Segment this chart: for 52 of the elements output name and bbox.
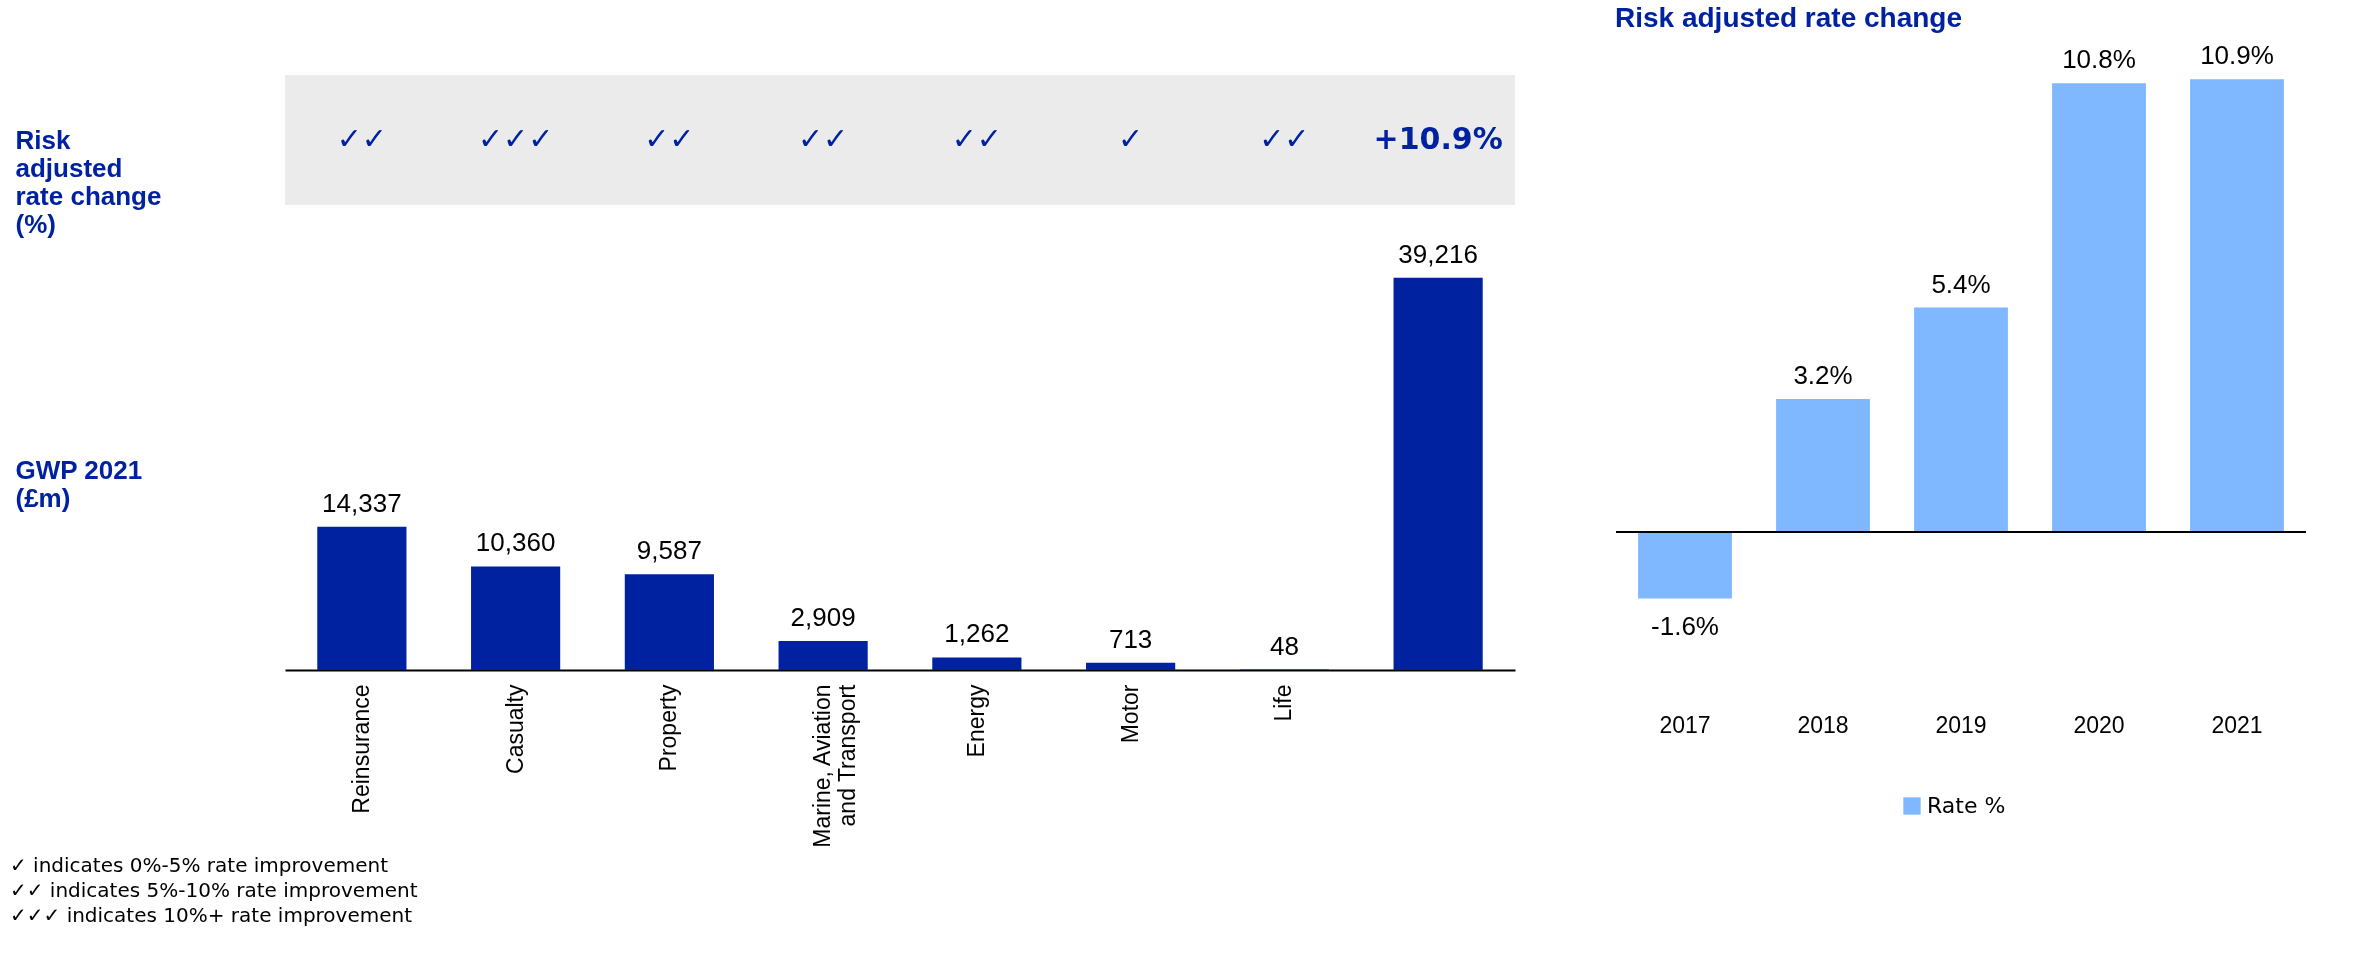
text: ✓✓ <box>1259 121 1310 156</box>
x-tick-label: 2018 <box>1797 711 1849 738</box>
bar <box>2190 79 2284 532</box>
data-label: 1,262 <box>944 618 1010 649</box>
bar <box>932 657 1022 670</box>
x-tick-label: 2019 <box>1935 711 1987 738</box>
text: ✓✓ indicates 5%-10% rate improvement <box>10 877 418 902</box>
data-label: 5.4% <box>1931 268 1991 299</box>
text: ✓✓ <box>951 121 1003 156</box>
x-tick-label: Property <box>655 684 682 772</box>
text: +10.9% <box>1373 121 1503 156</box>
x-tick-label: Casualty <box>501 684 528 774</box>
text: ✓✓✓ <box>477 121 554 156</box>
bar <box>778 640 868 670</box>
data-label: 2,909 <box>790 601 856 632</box>
bar <box>1086 662 1176 670</box>
x-tick-label: Marine, Aviation and Transport <box>809 683 861 848</box>
x-tick-label: 2021 <box>2211 711 2263 738</box>
data-label: 10.8% <box>2062 44 2136 75</box>
y-axis-title: GWP 2021 (£m) <box>15 454 143 513</box>
x-tick-label: Reinsurance <box>347 684 374 814</box>
x-tick-label: Energy <box>962 684 989 758</box>
x-tick-label: Motor <box>1116 684 1143 744</box>
data-label: 10,360 <box>475 527 556 558</box>
data-label: 14,337 <box>322 487 402 518</box>
bar <box>2052 83 2146 532</box>
data-label: 48 <box>1269 630 1299 661</box>
data-label: 713 <box>1108 623 1153 654</box>
text: ✓ <box>1118 121 1144 156</box>
bar <box>1393 277 1483 670</box>
chart-title: Risk adjusted rate change <box>1615 2 1963 34</box>
bar <box>471 566 561 670</box>
bar <box>1914 307 2008 532</box>
x-tick-label: 2017 <box>1659 711 1711 738</box>
text: ✓ indicates 0%-5% rate improvement <box>10 852 389 877</box>
data-label: 3.2% <box>1793 360 1853 390</box>
text: ✓✓ <box>644 121 695 156</box>
text: ✓✓ <box>797 121 849 156</box>
legend-label: Rate % <box>1927 793 2006 818</box>
x-tick-label: Life <box>1270 684 1297 722</box>
x-tick-label: 2020 <box>2073 711 2125 738</box>
data-label: -1.6% <box>1651 611 1719 642</box>
bar <box>317 526 407 670</box>
bar <box>624 574 714 670</box>
text: Risk adjusted rate change (%) <box>15 124 162 239</box>
data-label: 9,587 <box>636 535 702 566</box>
bar <box>1776 399 1870 532</box>
text: ✓✓ <box>336 121 388 156</box>
data-label: 39,216 <box>1398 238 1478 269</box>
text: ✓✓✓ indicates 10%+ rate improvement <box>10 902 413 927</box>
data-label: 10.9% <box>2200 40 2274 71</box>
bar <box>1638 531 1732 599</box>
